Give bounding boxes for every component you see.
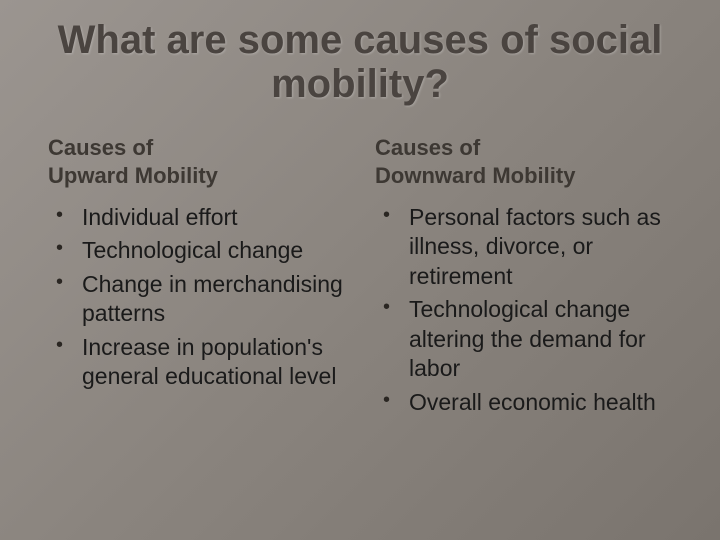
list-item-text: Individual effort [82, 204, 238, 230]
list-item-text: Technological change altering the demand… [409, 296, 646, 381]
list-item-text: Increase in population's general educati… [82, 334, 336, 389]
list-item-text: Change in merchandising patterns [82, 271, 343, 326]
left-subheading: Causes of Upward Mobility [48, 134, 345, 189]
slide-title: What are some causes of social mobility? [48, 18, 672, 106]
left-column: Causes of Upward Mobility Individual eff… [48, 134, 345, 421]
left-list: Individual effort Technological change C… [48, 203, 345, 392]
right-list: Personal factors such as illness, divorc… [375, 203, 672, 417]
list-item: Technological change altering the demand… [375, 295, 672, 383]
list-item-text: Personal factors such as illness, divorc… [409, 204, 661, 289]
left-heading-line1: Causes of [48, 135, 153, 160]
list-item: Increase in population's general educati… [48, 333, 345, 392]
list-item: Individual effort [48, 203, 345, 232]
list-item: Technological change [48, 236, 345, 265]
list-item: Change in merchandising patterns [48, 270, 345, 329]
left-heading-line2: Upward Mobility [48, 163, 218, 188]
right-subheading: Causes of Downward Mobility [375, 134, 672, 189]
right-heading-line1: Causes of [375, 135, 480, 160]
list-item-text: Technological change [82, 237, 303, 263]
right-column: Causes of Downward Mobility Personal fac… [375, 134, 672, 421]
slide: What are some causes of social mobility?… [0, 0, 720, 540]
list-item: Personal factors such as illness, divorc… [375, 203, 672, 291]
columns-container: Causes of Upward Mobility Individual eff… [48, 134, 672, 421]
right-heading-line2: Downward Mobility [375, 163, 575, 188]
list-item-text: Overall economic health [409, 389, 656, 415]
list-item: Overall economic health [375, 388, 672, 417]
